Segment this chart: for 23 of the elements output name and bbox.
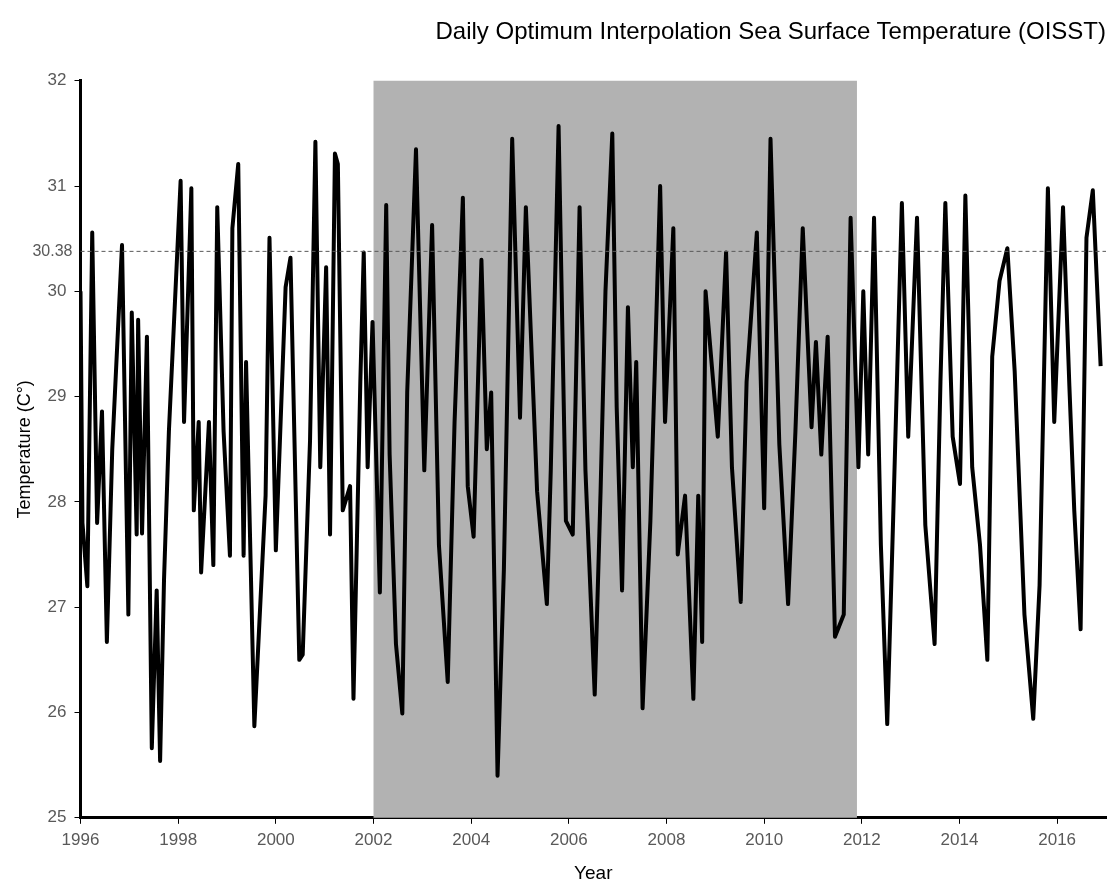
x-tick-label: 1998 [159, 829, 198, 849]
x-tick-label: 2012 [842, 829, 881, 849]
x-tick-label: 2004 [452, 829, 491, 849]
chart-title: Daily Optimum Interpolation Sea Surface Temperature (OISST) [435, 17, 1106, 45]
y-tick-label: 27 [47, 596, 67, 616]
x-tick-label: 2008 [647, 829, 686, 849]
y-tick-label: 25 [47, 807, 67, 827]
x-tick-label: 2014 [940, 829, 979, 849]
y-tick-label: 29 [47, 386, 67, 406]
y-tick-label: 28 [47, 491, 67, 511]
y-tick-label: 26 [47, 702, 67, 722]
x-tick-label: 2016 [1038, 829, 1077, 849]
y-tick-label: 32 [47, 70, 67, 90]
x-tick-label: 2006 [549, 829, 588, 849]
x-tick-label: 2010 [745, 829, 784, 849]
x-tick-label: 1996 [61, 829, 100, 849]
x-tick-label: 2000 [256, 829, 295, 849]
ref-line-label: 30.38 [32, 241, 73, 259]
x-tick-label: 2002 [354, 829, 393, 849]
y-tick-label: 31 [47, 175, 67, 195]
x-axis-title: Year [574, 861, 614, 883]
y-tick-label: 30 [47, 281, 67, 301]
y-axis-title: Temperature (C°) [13, 380, 34, 519]
